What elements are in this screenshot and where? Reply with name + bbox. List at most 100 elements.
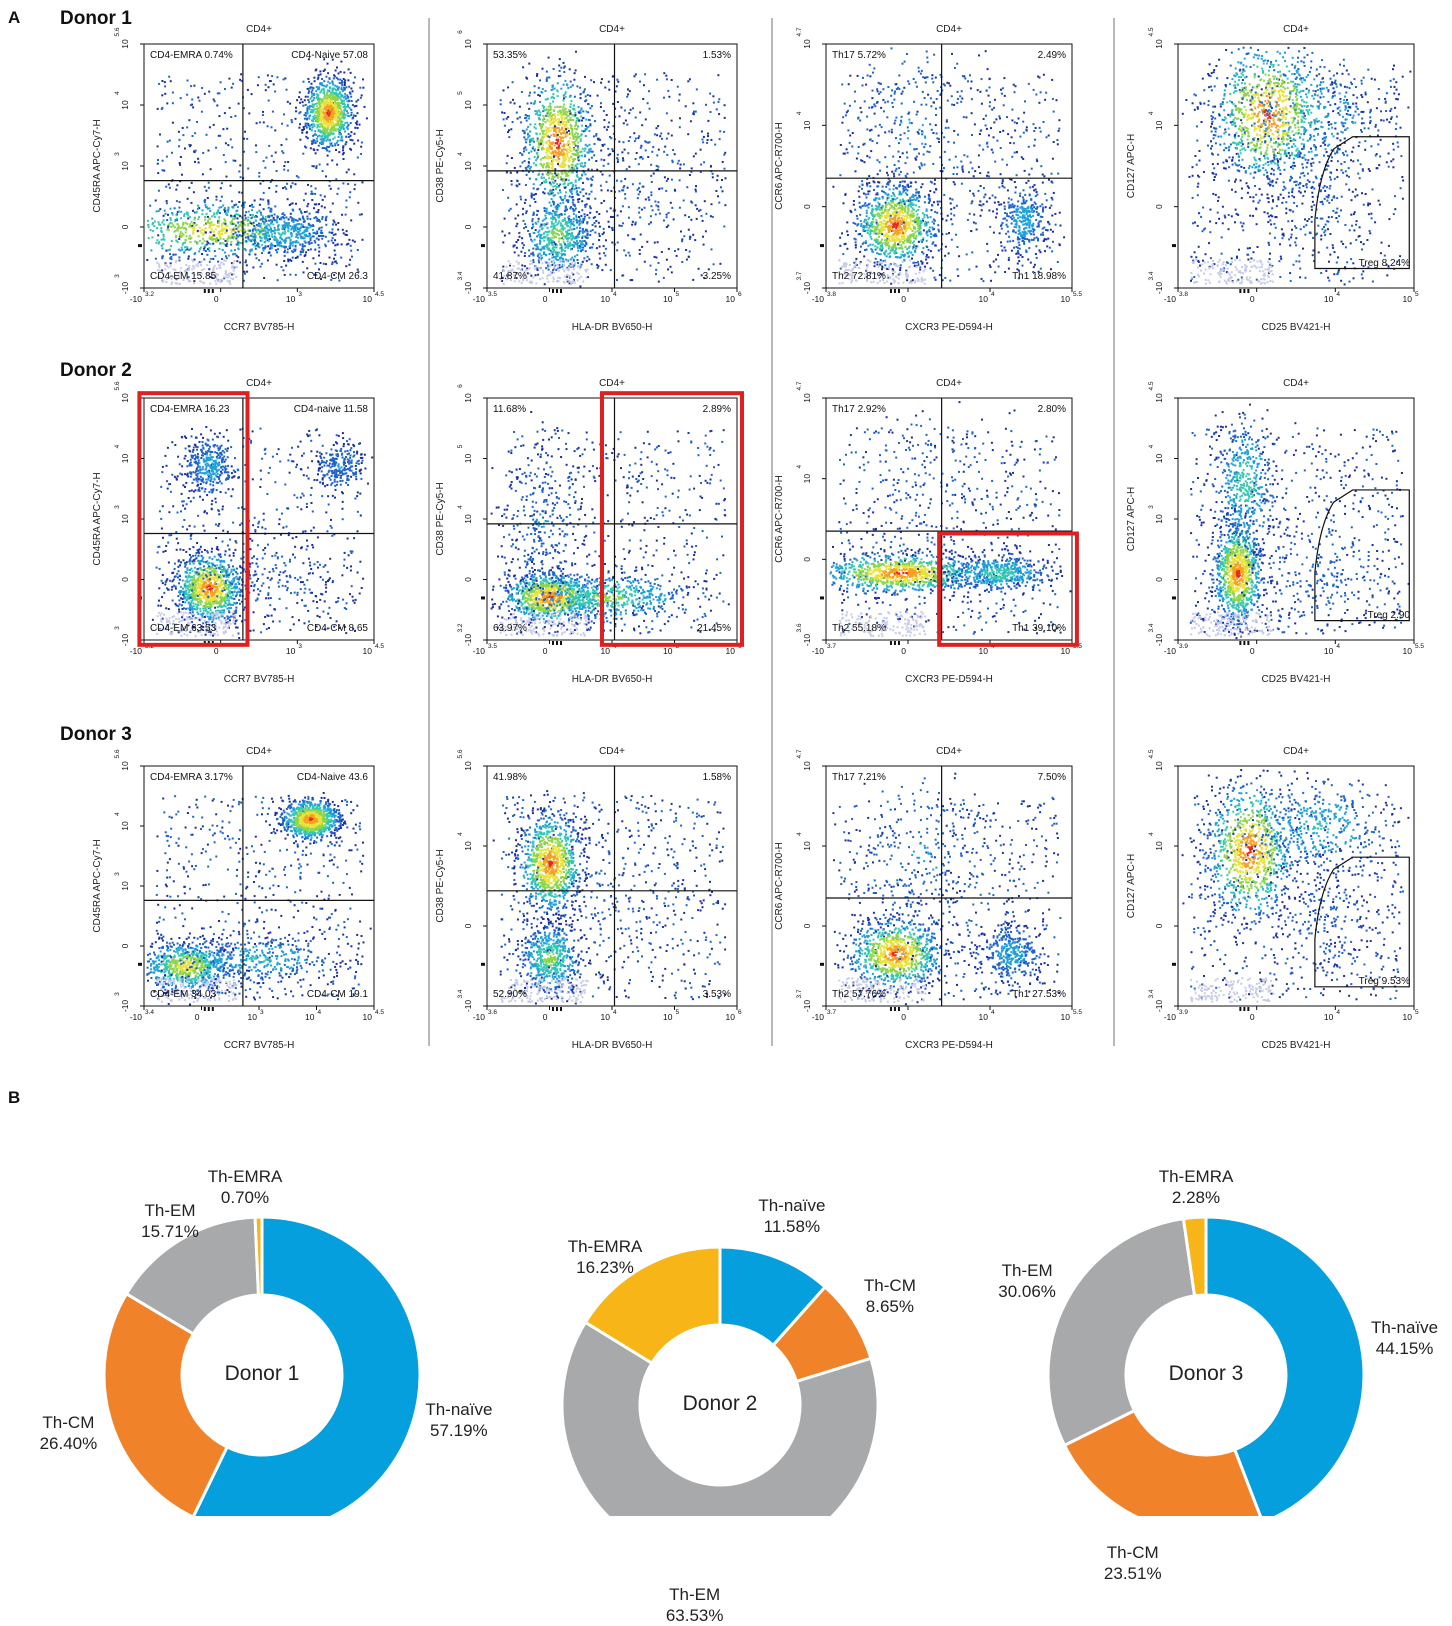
quadrant-label: 11.68% [493,404,526,415]
x-tick-label: 10 [1061,646,1071,656]
donut-slice [104,1294,227,1516]
y-tick-exponent: 4 [114,812,121,816]
slice-value: 15.71% [120,1221,220,1242]
x-tick-exponent: 5 [676,1009,680,1016]
x-tick-exponent: 3.9 [1179,643,1188,650]
quadrant-label: Treg 2.90 [1368,610,1411,621]
scatter-dots [832,773,1061,1006]
plot-title: CD4+ [1283,378,1309,389]
scatter-dots [152,426,373,639]
x-axis-label: HLA-DR BV650-H [572,674,653,685]
x-tick-exponent: 3.9 [1179,1009,1188,1016]
x-tick-exponent: 4 [318,1009,322,1016]
x-tick-label: 10 [305,1012,315,1022]
treg-gate[interactable] [1315,857,1409,987]
slice-value: 23.51% [1083,1563,1183,1584]
slice-value: 11.58% [742,1216,842,1237]
x-tick-label: 10 [1324,1012,1334,1022]
quadrant-label: 21.45% [697,623,731,634]
y-tick-exponent: 3.4 [1148,989,1155,998]
flow-cytometry-figure: CD4+CD4-EMRA 0.74%CD4-Naive 57.08CD4-EM … [0,0,1452,1080]
y-tick-exponent: 4 [457,152,464,156]
y-tick-label: 10 [463,161,473,171]
y-tick-exponent: 3 [114,505,121,509]
quadrant-label: 3.53% [703,989,731,1000]
x-tick-exponent: 4 [1336,291,1340,298]
y-axis-label: CD38 PE-Cy5-H [435,849,446,922]
x-tick-exponent: 5 [1415,291,1419,298]
slice-name: Th-CM [18,1412,118,1433]
y-axis-label: CCR6 APC-R700-H [774,475,785,563]
x-tick-exponent: 3.2 [145,291,154,298]
y-tick-label: 10 [120,821,130,831]
x-tick-exponent: 4 [613,291,617,298]
slice-name: Th-EMRA [195,1166,295,1187]
x-tick-exponent: 4.5 [375,291,384,298]
y-tick-exponent: 4 [796,464,803,468]
x-tick-label: 10 [1061,1012,1071,1022]
y-tick-label: 10 [802,761,812,771]
quadrant-label: 2.89% [703,404,731,415]
slice-value: 63.53% [645,1605,745,1626]
y-axis-label: CD45RA APC-Cy7-H [92,472,103,565]
x-tick-label: 0 [901,646,906,656]
scatter-dots [146,58,368,285]
flow-plot: CD4+Th17 7.21%7.50%Th2 57.76%Th1 27.53%C… [774,746,1082,1051]
y-tick-label: 10 [463,393,473,403]
y-tick-exponent: 4 [796,832,803,836]
y-axis-label: CCR6 APC-R700-H [774,842,785,930]
quadrant-label: Th2 72.81% [832,271,886,282]
y-tick-exponent: 3.4 [457,271,464,280]
y-tick-label: 10 [802,841,812,851]
slice-value: 16.23% [555,1257,655,1278]
x-tick-exponent: 4.5 [375,1009,384,1016]
quadrant-label: CD4-Naive 43.6 [297,772,369,783]
plot-title: CD4+ [936,378,962,389]
x-tick-label: -10 [130,294,143,304]
x-tick-exponent: 3 [260,1009,264,1016]
y-tick-label: 10 [120,881,130,891]
x-tick-exponent: 6 [738,1009,742,1016]
slice-value: 26.40% [18,1433,118,1454]
slice-name: Th-naïve [742,1195,842,1216]
y-tick-label: 10 [120,761,130,771]
y-axis-label: CD45RA APC-Cy7-H [92,839,103,932]
x-tick-label: 0 [901,1012,906,1022]
y-axis-label: CD127 APC-H [1126,854,1137,918]
slice-name: Th-EMRA [555,1236,655,1257]
y-tick-label: 10 [463,514,473,524]
y-tick-label: -10 [802,634,812,647]
scatter-dots [493,790,726,1004]
y-tick-exponent: 4 [457,505,464,509]
plot-title: CD4+ [246,378,272,389]
y-tick-exponent: 4.5 [1148,27,1155,36]
scatter-dots [832,47,1065,284]
slice-name: Th-naïve [1355,1317,1452,1338]
y-tick-label: 10 [1154,454,1164,464]
y-axis-label: CD45RA APC-Cy7-H [92,119,103,212]
y-tick-exponent: 3.4 [1148,271,1155,280]
x-axis-label: CXCR3 PE-D594-H [905,322,993,333]
x-tick-exponent: 4 [991,1009,995,1016]
slice-name: Th-naïve [409,1399,509,1420]
quadrant-label: 52.90% [493,989,527,1000]
x-tick-exponent: 3.4 [145,1009,154,1016]
y-tick-label: -10 [1154,634,1164,647]
x-tick-label: -10 [473,294,486,304]
y-tick-exponent: 3 [114,274,121,278]
y-tick-label: 0 [120,224,130,229]
scatter-dots [830,401,1072,637]
y-tick-label: 10 [120,39,130,49]
scatter-dots [146,792,371,1006]
y-tick-exponent: 4 [1148,111,1155,115]
quadrant-label: Th2 57.76% [832,989,886,1000]
x-tick-label: 0 [214,646,219,656]
x-tick-exponent: 3.8 [1179,291,1188,298]
y-tick-label: 0 [802,923,812,928]
plot-frame [826,44,1072,288]
x-tick-label: -10 [130,1012,143,1022]
y-tick-label: 0 [463,923,473,928]
